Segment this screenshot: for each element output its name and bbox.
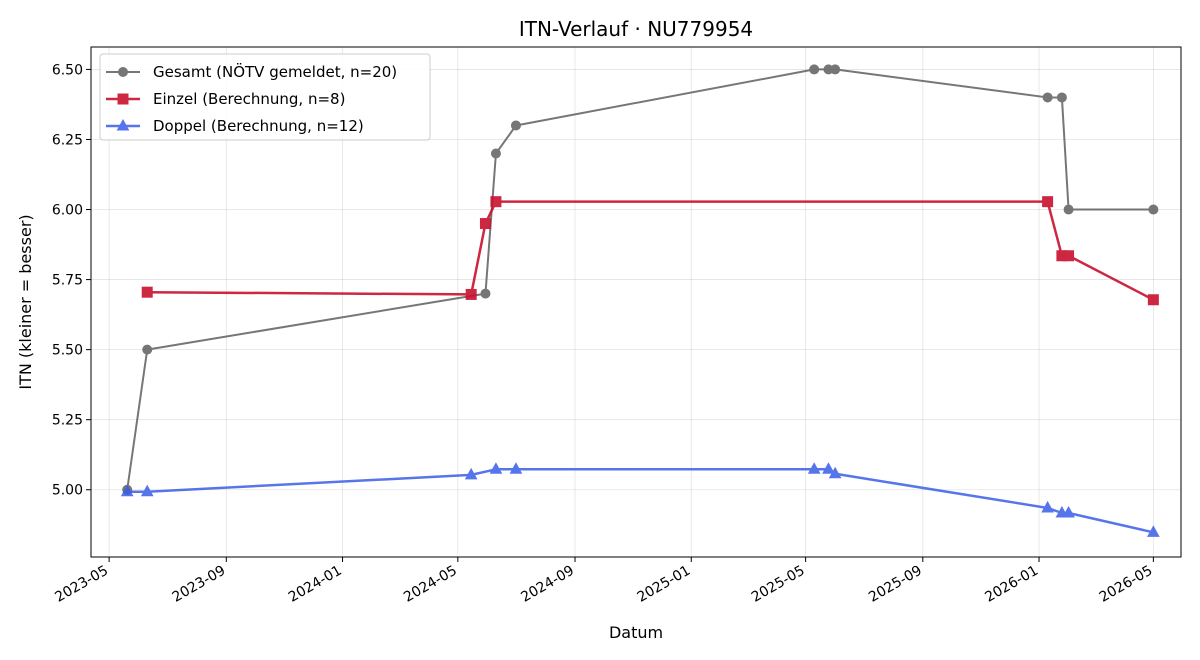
data-point xyxy=(830,64,841,75)
data-point xyxy=(809,64,820,75)
y-tick-label: 5.50 xyxy=(52,343,83,359)
series-circle xyxy=(122,64,1159,495)
series-square xyxy=(141,196,1159,306)
data-point xyxy=(490,148,501,159)
x-tick-label: 2024-01 xyxy=(286,563,345,606)
data-point xyxy=(1056,92,1067,103)
data-point xyxy=(1147,294,1159,306)
legend-label: Gesamt (NÖTV gemeldet, n=20) xyxy=(153,62,397,81)
legend-marker xyxy=(117,93,129,105)
x-tick-label: 2025-09 xyxy=(866,563,925,606)
data-point xyxy=(1042,92,1053,103)
legend-entry xyxy=(106,93,140,105)
data-point xyxy=(828,466,842,479)
legend-marker xyxy=(116,118,130,131)
y-axis-label: ITN (kleiner = besser) xyxy=(16,214,35,389)
data-point xyxy=(480,288,491,299)
data-point xyxy=(510,120,521,131)
data-point xyxy=(490,196,502,208)
x-tick-label: 2024-09 xyxy=(518,563,577,606)
legend-entry xyxy=(106,118,140,131)
series-line xyxy=(126,68,1154,490)
x-tick-label: 2026-01 xyxy=(982,563,1041,606)
x-tick-label: 2023-09 xyxy=(170,563,229,606)
y-tick-label: 5.25 xyxy=(52,413,83,429)
legend-entry xyxy=(106,67,140,77)
data-point xyxy=(1063,204,1074,215)
x-tick-label: 2025-05 xyxy=(749,563,808,606)
data-point xyxy=(140,484,154,497)
legend-marker xyxy=(118,67,128,77)
x-axis-label: Datum xyxy=(609,623,663,642)
data-point xyxy=(1147,525,1160,537)
data-point xyxy=(465,288,477,300)
series-line xyxy=(147,200,1154,301)
x-tick-label: 2025-01 xyxy=(635,563,694,606)
chart-title: ITN-Verlauf · NU779954 xyxy=(519,17,753,41)
data-point xyxy=(1148,204,1159,215)
y-tick-label: 6.50 xyxy=(52,62,83,78)
legend-label: Doppel (Berechnung, n=12) xyxy=(153,117,364,135)
data-point xyxy=(1042,196,1054,208)
legend-label: Einzel (Berechnung, n=8) xyxy=(153,90,345,108)
y-tick-label: 5.00 xyxy=(52,483,83,499)
y-tick-label: 6.00 xyxy=(52,203,83,219)
data-point xyxy=(807,462,821,474)
y-tick-label: 6.25 xyxy=(52,132,83,148)
series-triangle xyxy=(120,462,1160,537)
data-point xyxy=(509,462,523,474)
series-layer xyxy=(120,64,1160,537)
plot-frame xyxy=(90,46,1182,558)
data-point xyxy=(120,484,134,497)
x-tick-label: 2023-05 xyxy=(52,563,111,606)
series-line xyxy=(127,468,1154,534)
data-point xyxy=(1062,505,1075,518)
x-tick-label: 2026-05 xyxy=(1097,563,1156,606)
data-point xyxy=(1041,500,1054,513)
y-tick-label: 5.75 xyxy=(52,273,83,289)
data-point xyxy=(479,218,491,230)
data-point xyxy=(822,462,835,474)
legend-box xyxy=(99,53,431,141)
data-point xyxy=(141,286,153,298)
tick-layer: 5.00 5.25 5.50 5.75 6.00 6.25 6.50 2023-05 2023-… xyxy=(52,62,1156,605)
data-point xyxy=(489,462,503,474)
data-point xyxy=(1063,250,1075,262)
legend: Gesamt (NÖTV gemeldet, n=20) Einzel (Bere… xyxy=(99,53,431,141)
data-point xyxy=(464,467,478,480)
x-tick-label: 2024-05 xyxy=(401,563,460,606)
data-point xyxy=(142,344,153,355)
